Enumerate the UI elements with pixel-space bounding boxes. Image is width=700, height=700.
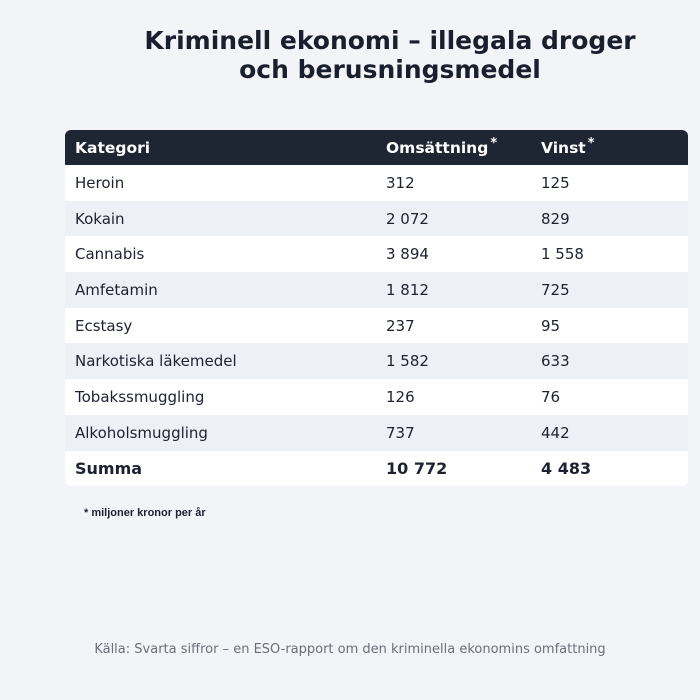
asterisk: * (587, 135, 595, 151)
header-vinst-label: Vinst (541, 138, 586, 157)
cell-kategori: Cannabis (75, 245, 145, 264)
header-vinst: Vinst * (541, 135, 595, 157)
cell-kategori: Ecstasy (75, 316, 133, 335)
cell-omsattning: 1 582 (386, 352, 429, 371)
table-row: Alkoholsmuggling 737 442 (65, 414, 688, 451)
cell-omsattning: 312 (386, 173, 415, 192)
cell-omsattning: 237 (386, 316, 415, 335)
cell-kategori: Kokain (75, 209, 125, 228)
asterisk: * (490, 135, 498, 151)
header-omsattning: Omsättning * (386, 135, 498, 157)
cell-vinst: 633 (541, 352, 570, 371)
table-row: Tobakssmuggling 126 76 (65, 379, 688, 415)
cell-vinst: 442 (541, 423, 570, 442)
source-credit: Källa: Svarta siffror – en ESO-rapport o… (94, 642, 606, 657)
header-omsattning-label: Omsättning (386, 138, 489, 157)
data-table: Kategori Omsättning * Vinst * Heroin 312 125… (65, 130, 688, 487)
cell-kategori: Heroin (75, 173, 125, 192)
total-label: Summa (75, 458, 143, 478)
page-title: Kriminell ekonomi – illegala droger och … (100, 26, 680, 84)
table-row: Heroin 312 125 (65, 165, 688, 201)
cell-vinst: 95 (541, 316, 561, 335)
total-row: Summa 10 772 4 483 (65, 450, 688, 487)
cell-omsattning: 737 (386, 423, 415, 442)
footnote: * miljoner kronor per år (84, 507, 206, 519)
total-vinst: 4 483 (541, 458, 592, 478)
cell-vinst: 1 558 (541, 245, 584, 264)
table-row: Ecstasy 237 95 (65, 307, 688, 344)
title-line-1: Kriminell ekonomi – illegala droger (144, 26, 636, 55)
cell-omsattning: 3 894 (386, 245, 429, 264)
cell-omsattning: 1 812 (386, 280, 429, 299)
cell-kategori: Tobakssmuggling (75, 387, 205, 406)
table-header: Kategori Omsättning * Vinst * (65, 130, 688, 165)
cell-omsattning: 2 072 (386, 209, 429, 228)
cell-vinst: 829 (541, 209, 570, 228)
cell-omsattning: 126 (386, 387, 415, 406)
table-row: Cannabis 3 894 1 558 (65, 236, 688, 273)
cell-kategori: Amfetamin (75, 280, 158, 299)
total-omsattning: 10 772 (386, 458, 448, 478)
cell-vinst: 725 (541, 280, 570, 299)
header-kategori: Kategori (75, 138, 151, 157)
cell-vinst: 125 (541, 173, 570, 192)
cell-kategori: Narkotiska läkemedel (75, 352, 237, 371)
cell-vinst: 76 (541, 387, 561, 406)
title-line-2: och berusningsmedel (239, 55, 541, 84)
table-row: Kokain 2 072 829 (65, 200, 688, 237)
table-row: Narkotiska läkemedel 1 582 633 (65, 343, 688, 380)
cell-kategori: Alkoholsmuggling (75, 423, 208, 442)
table-row: Amfetamin 1 812 725 (65, 272, 688, 308)
